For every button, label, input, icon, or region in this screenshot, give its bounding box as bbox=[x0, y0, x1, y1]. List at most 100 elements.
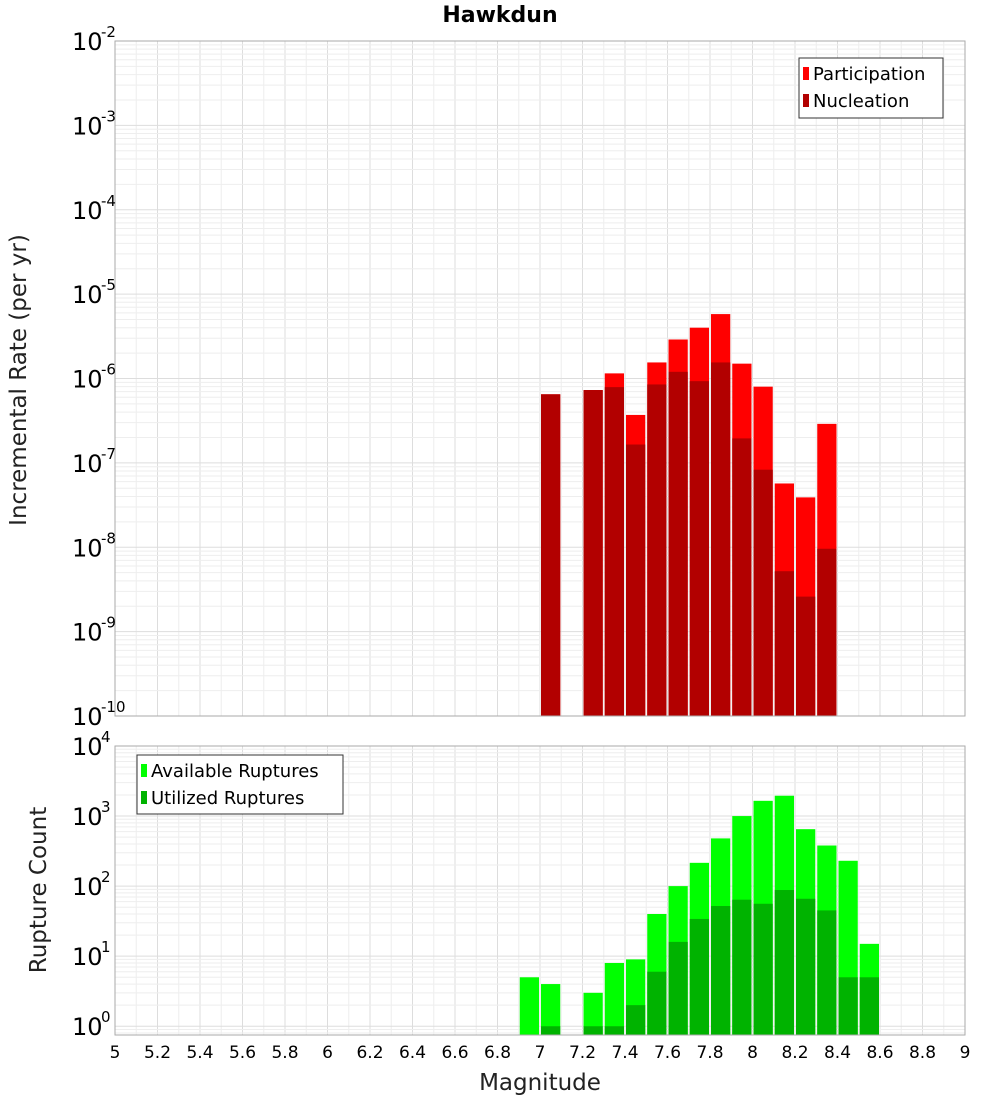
x-tick-label: 8.8 bbox=[909, 1043, 936, 1063]
y-tick-exponent: -4 bbox=[101, 192, 116, 210]
x-tick-label: 8.6 bbox=[866, 1043, 893, 1063]
x-tick-label: 5.8 bbox=[271, 1043, 298, 1063]
bottom-bars bbox=[519, 795, 879, 1035]
y-tick-base: 10 bbox=[72, 873, 103, 901]
bottom-bar-utilized-ruptures bbox=[668, 941, 688, 1035]
top-bar-nucleation bbox=[689, 381, 709, 716]
x-tick-label: 5.4 bbox=[186, 1043, 213, 1063]
x-tick-label: 5.6 bbox=[229, 1043, 256, 1063]
top-bar-nucleation bbox=[604, 387, 624, 716]
x-axis-label: Magnitude bbox=[479, 1070, 601, 1096]
legend-swatch bbox=[141, 764, 147, 777]
legend-swatch bbox=[803, 94, 809, 107]
y-tick-base: 10 bbox=[72, 803, 103, 831]
top-bar-nucleation bbox=[647, 384, 667, 716]
bottom-bar-utilized-ruptures bbox=[647, 971, 667, 1035]
legend-label: Participation bbox=[813, 64, 925, 85]
x-tick-label: 7.4 bbox=[611, 1043, 638, 1063]
y-tick-base: 10 bbox=[72, 112, 103, 140]
x-tick-label: 6.4 bbox=[399, 1043, 426, 1063]
top-legend-box bbox=[798, 57, 944, 119]
bottom-bar-utilized-ruptures bbox=[541, 1026, 561, 1035]
top-y-axis-label: Incremental Rate (per yr) bbox=[6, 234, 32, 526]
bottom-bar-utilized-ruptures bbox=[583, 1026, 603, 1035]
y-tick-base: 10 bbox=[72, 197, 103, 225]
bottom-bar-available-ruptures bbox=[519, 977, 539, 1035]
y-tick-exponent: -3 bbox=[101, 107, 116, 125]
top-bar-nucleation bbox=[583, 390, 603, 716]
bottom-bar-utilized-ruptures bbox=[838, 977, 858, 1035]
top-bar-nucleation bbox=[774, 571, 794, 716]
x-tick-label: 5 bbox=[110, 1043, 121, 1063]
x-tick-label: 7.8 bbox=[696, 1043, 723, 1063]
y-tick-base: 10 bbox=[72, 28, 103, 56]
y-tick-base: 10 bbox=[72, 1013, 103, 1041]
y-tick-base: 10 bbox=[72, 619, 103, 647]
y-tick-base: 10 bbox=[72, 366, 103, 394]
legend-label: Utilized Ruptures bbox=[151, 788, 304, 809]
bottom-legend: Available Ruptures Utilized Ruptures bbox=[136, 754, 344, 815]
y-tick-exponent: -9 bbox=[101, 614, 116, 632]
y-tick-exponent: -7 bbox=[101, 445, 116, 463]
y-tick-exponent: 4 bbox=[101, 728, 111, 746]
top-bar-nucleation bbox=[817, 548, 837, 716]
bottom-bar-utilized-ruptures bbox=[796, 898, 816, 1035]
top-bar-nucleation bbox=[753, 469, 773, 716]
bottom-plot-frame bbox=[114, 745, 966, 1036]
top-legend: Participation Nucleation bbox=[798, 57, 944, 119]
y-tick-exponent: 1 bbox=[101, 938, 111, 956]
bottom-bar-available-ruptures bbox=[604, 962, 624, 1035]
bottom-bar-utilized-ruptures bbox=[689, 918, 709, 1035]
top-bar-nucleation bbox=[541, 394, 561, 716]
bottom-bar-utilized-ruptures bbox=[732, 899, 752, 1035]
top-gridlines bbox=[114, 41, 966, 717]
bottom-bar-utilized-ruptures bbox=[626, 1005, 646, 1035]
x-tick-label: 8.2 bbox=[781, 1043, 808, 1063]
y-tick-base: 10 bbox=[72, 733, 103, 761]
bottom-bar-available-ruptures bbox=[541, 984, 561, 1035]
x-tick-label: 6.6 bbox=[441, 1043, 468, 1063]
bottom-bar-utilized-ruptures bbox=[604, 1026, 624, 1035]
y-tick-exponent: -8 bbox=[101, 529, 116, 547]
x-tick-labels: 5 5.2 5.4 5.6 5.8 6 6.2 6.4 6.6 6.8 7 7.2 7.4 7.6 7.8 8… bbox=[110, 1043, 971, 1063]
legend-swatch bbox=[141, 791, 147, 804]
x-tick-label: 7.2 bbox=[569, 1043, 596, 1063]
top-bar-nucleation bbox=[668, 371, 688, 716]
bottom-legend-box bbox=[136, 754, 344, 815]
y-tick-base: 10 bbox=[72, 534, 103, 562]
x-tick-label: 8.4 bbox=[824, 1043, 851, 1063]
legend-label: Available Ruptures bbox=[151, 761, 319, 782]
top-bar-nucleation bbox=[626, 444, 646, 716]
legend-label: Nucleation bbox=[813, 91, 909, 112]
top-bar-nucleation bbox=[732, 438, 752, 716]
bottom-bar-utilized-ruptures bbox=[774, 890, 794, 1035]
bottom-bar-utilized-ruptures bbox=[753, 903, 773, 1035]
x-tick-label: 6.8 bbox=[484, 1043, 511, 1063]
y-tick-exponent: -5 bbox=[101, 276, 116, 294]
bottom-bar-utilized-ruptures bbox=[859, 977, 879, 1035]
y-tick-exponent: -6 bbox=[101, 361, 116, 379]
x-tick-label: 6 bbox=[322, 1043, 333, 1063]
x-tick-label: 5.2 bbox=[144, 1043, 171, 1063]
x-tick-label: 6.2 bbox=[356, 1043, 383, 1063]
x-tick-label: 8 bbox=[747, 1043, 758, 1063]
y-tick-base: 10 bbox=[72, 703, 103, 731]
legend-swatch bbox=[803, 67, 809, 80]
bottom-bar-utilized-ruptures bbox=[711, 906, 731, 1035]
y-tick-exponent: 3 bbox=[101, 798, 111, 816]
x-tick-label: 7 bbox=[535, 1043, 546, 1063]
bottom-bar-utilized-ruptures bbox=[817, 910, 837, 1035]
y-tick-exponent: 0 bbox=[101, 1008, 111, 1026]
y-tick-base: 10 bbox=[72, 450, 103, 478]
top-bar-nucleation bbox=[796, 596, 816, 716]
top-bars bbox=[541, 314, 837, 716]
x-tick-label: 9 bbox=[960, 1043, 971, 1063]
x-tick-label: 7.6 bbox=[654, 1043, 681, 1063]
y-tick-exponent: -10 bbox=[101, 698, 126, 716]
top-bar-nucleation bbox=[711, 362, 731, 716]
bottom-y-axis-label: Rupture Count bbox=[26, 807, 52, 973]
top-panel: 10-1010-910-810-710-610-510-410-310-2Par… bbox=[72, 23, 966, 731]
